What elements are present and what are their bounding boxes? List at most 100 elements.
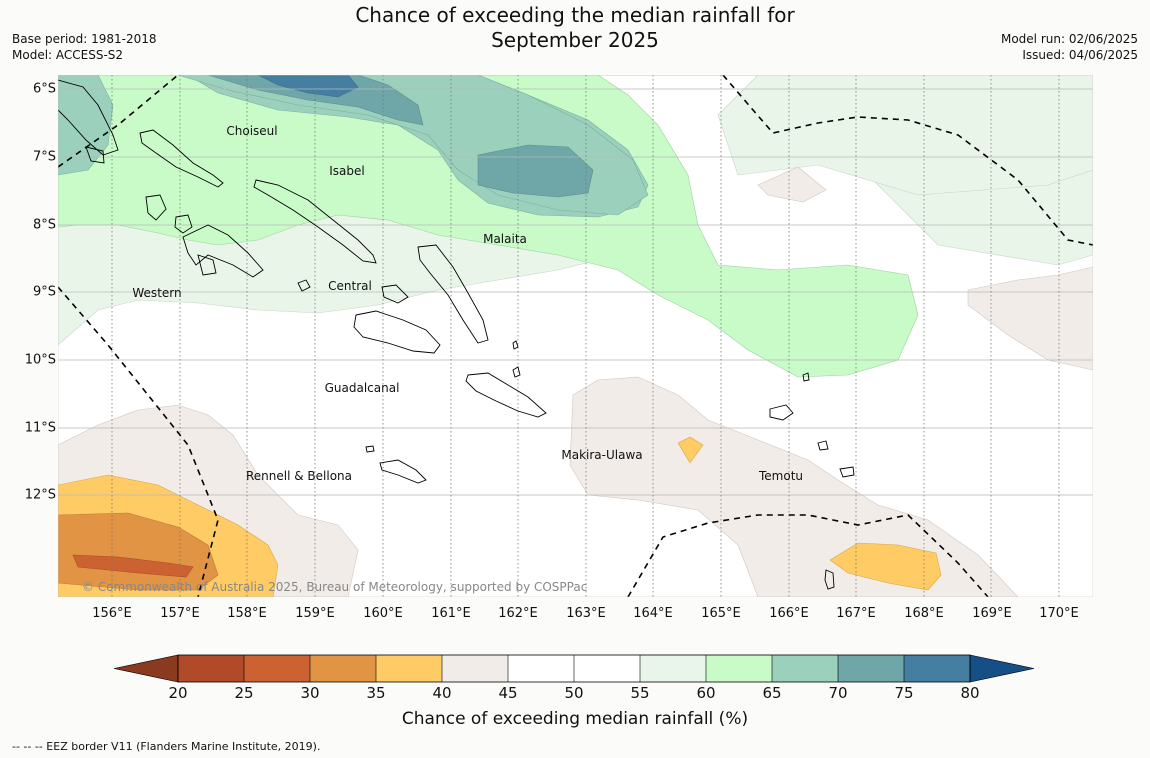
island-bougainville	[58, 79, 119, 156]
island-bellona	[365, 445, 375, 453]
lon-label-170e: 170°E	[1039, 606, 1079, 621]
island-outlines	[58, 79, 855, 590]
eez-border-northwest	[58, 75, 179, 168]
island-florida	[381, 284, 409, 304]
island-vella-lavella	[145, 194, 167, 221]
colorbar-frame	[177, 654, 971, 683]
lon-label-157e: 157°E	[160, 606, 200, 621]
title-line-1: Chance of exceeding the median rainfall …	[355, 3, 795, 27]
lon-label-158e: 158°E	[227, 606, 267, 621]
colorbar-tick-25: 25	[234, 684, 254, 702]
lat-label-10s: 10°S	[24, 352, 56, 368]
colorbar-tick-60: 60	[696, 684, 716, 702]
region-label-western: Western	[132, 286, 182, 300]
rainfall-map	[58, 75, 1093, 597]
zone-70-75-east	[477, 144, 594, 198]
island-south-malaita	[512, 340, 519, 350]
run-info: Model run: 02/06/2025 Issued: 04/06/2025	[1001, 31, 1138, 63]
colorbar-tick-55: 55	[630, 684, 650, 702]
island-guadalcanal	[353, 310, 441, 354]
colorbar-tick-65: 65	[762, 684, 782, 702]
lat-label-9s: 9°S	[32, 284, 56, 300]
lat-label-7s: 7°S	[32, 149, 56, 165]
colorbar-tick-50: 50	[564, 684, 584, 702]
longitude-gridlines	[111, 75, 1060, 597]
colorbar-tick-30: 30	[300, 684, 320, 702]
region-label-temotu: Temotu	[758, 469, 804, 483]
colorbar-tick-80: 80	[960, 684, 980, 702]
island-kolombangara	[174, 214, 193, 234]
region-label-choiseul: Choiseul	[226, 124, 278, 138]
zone-75-80	[257, 75, 359, 98]
region-label-central: Central	[328, 279, 372, 293]
zone-35-40-southeast	[829, 542, 942, 591]
colorbar-bin-25-30	[244, 655, 310, 682]
colorbar-label: Chance of exceeding median rainfall (%)	[401, 709, 749, 729]
lon-label-163e: 163°E	[566, 606, 606, 621]
lat-label-12s: 12°S	[24, 487, 56, 503]
model-info: Base period: 1981-2018 Model: ACCESS-S2	[12, 31, 157, 63]
colorbar-bin-45-50	[508, 655, 574, 682]
lon-label-166e: 166°E	[769, 606, 809, 621]
zone-60-65	[58, 75, 919, 378]
model-name: Model: ACCESS-S2	[12, 48, 124, 62]
lon-label-156e: 156°E	[92, 606, 132, 621]
model-run: Model run: 02/06/2025	[1000, 32, 1138, 46]
eez-border-south	[627, 514, 989, 597]
island-shortland	[85, 146, 105, 164]
colorbar-tick-75: 75	[894, 684, 914, 702]
island-vanikoro	[839, 466, 855, 478]
lon-label-167e: 167°E	[836, 606, 876, 621]
island-russell	[297, 279, 311, 292]
region-label-makira-ulawa: Makira-Ulawa	[561, 448, 643, 462]
base-period: Base period: 1981-2018	[12, 32, 157, 46]
island-new-georgia	[182, 224, 264, 278]
region-label-guadalcanal: Guadalcanal	[324, 381, 400, 395]
lon-label-161e: 161°E	[431, 606, 471, 621]
colorbar-bin-35-40	[376, 655, 442, 682]
zone-70-75-north	[207, 75, 424, 126]
colorbar-bin-60-65	[706, 655, 772, 682]
colorbar-bin-75-80	[904, 655, 970, 682]
latitude-gridlines	[58, 88, 1093, 496]
region-label-malaita: Malaita	[483, 232, 527, 246]
colorbar-tick-35: 35	[366, 684, 386, 702]
colorbar-tick-20: 20	[168, 684, 188, 702]
lat-label-8s: 8°S	[32, 217, 56, 233]
region-label-isabel: Isabel	[329, 164, 365, 178]
zone-35-40-small	[677, 436, 704, 464]
eez-footnote: -- -- -- EEZ border V11 (Flanders Marine…	[12, 740, 321, 753]
colorbar-bin-20-25	[178, 655, 244, 682]
island-isabel	[253, 179, 377, 264]
colorbar-bin-50-55	[574, 655, 640, 682]
zone-40-45-small	[757, 166, 827, 203]
map-title: Chance of exceeding the median rainfall …	[0, 3, 1150, 53]
island-rennell	[379, 459, 427, 484]
colorbar-bin-30-35	[310, 655, 376, 682]
region-label-rennell-bellona: Rennell & Bellona	[245, 469, 353, 483]
lon-label-168e: 168°E	[904, 606, 944, 621]
eez-border-northeast	[722, 75, 1093, 246]
colorbar-tick-45: 45	[498, 684, 518, 702]
island-santa-cruz	[769, 404, 794, 421]
zone-40-45-central	[569, 376, 1019, 597]
lon-label-159e: 159°E	[295, 606, 335, 621]
eez-border-west	[58, 286, 219, 597]
zone-40-45-east	[967, 266, 1093, 371]
lon-label-160e: 160°E	[363, 606, 403, 621]
colorbar	[113, 654, 1035, 683]
lon-label-164e: 164°E	[633, 606, 673, 621]
island-choiseul	[139, 129, 224, 188]
island-ulawa	[512, 366, 521, 378]
colorbar-bin-55-60	[640, 655, 706, 682]
colorbar-extend-high	[969, 654, 1035, 683]
colorbar-bin-65-70	[772, 655, 838, 682]
lon-label-169e: 169°E	[972, 606, 1012, 621]
issued-date: Issued: 04/06/2025	[1022, 48, 1138, 62]
lat-label-6s: 6°S	[32, 81, 56, 97]
colorbar-bin-40-45	[442, 655, 508, 682]
island-tikopia	[824, 569, 835, 590]
island-reef	[802, 372, 810, 382]
colorbar-extend-low	[113, 654, 179, 683]
colorbar-tick-40: 40	[432, 684, 452, 702]
